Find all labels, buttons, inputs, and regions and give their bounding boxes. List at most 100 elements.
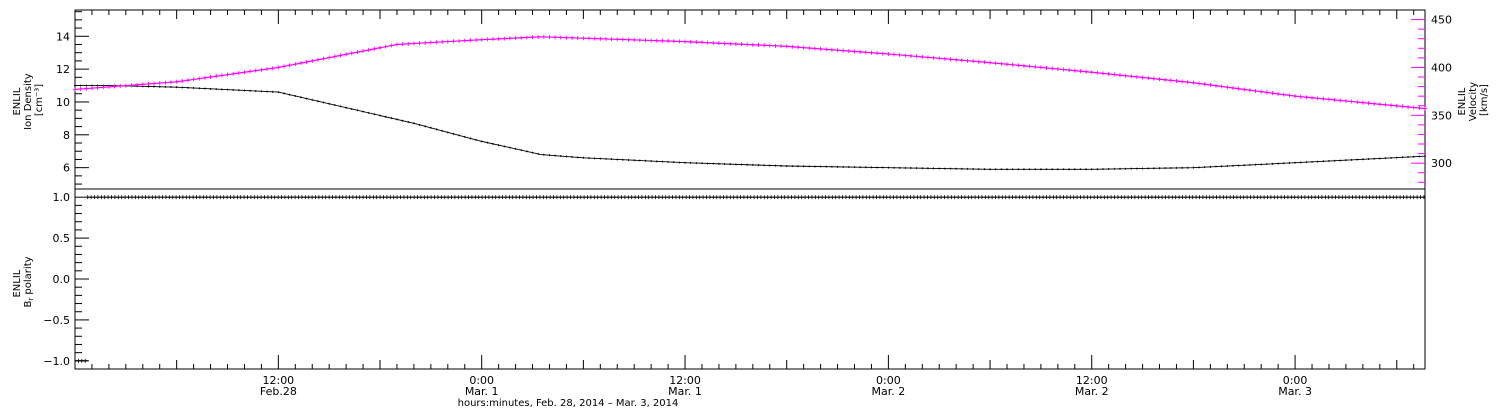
density-marker xyxy=(339,105,342,108)
density-marker xyxy=(288,93,291,96)
velocity-marker xyxy=(1067,68,1072,73)
velocity-marker xyxy=(298,61,303,66)
velocity-marker xyxy=(739,42,744,47)
density-marker xyxy=(774,164,777,167)
velocity-marker xyxy=(925,55,930,60)
velocity-axis-title-line2: Velocity xyxy=(1468,82,1479,121)
density-marker xyxy=(508,146,511,149)
density-marker xyxy=(254,90,257,93)
velocity-marker xyxy=(1394,103,1399,108)
density-marker xyxy=(260,90,263,93)
velocity-marker xyxy=(101,85,106,90)
velocity-marker xyxy=(519,35,524,40)
velocity-marker xyxy=(281,64,286,69)
density-marker xyxy=(723,163,726,166)
velocity-marker xyxy=(1106,71,1111,76)
density-marker xyxy=(491,142,494,145)
density-marker xyxy=(226,88,229,91)
density-tick-label: 14 xyxy=(56,30,70,43)
density-marker xyxy=(1407,156,1410,159)
velocity-marker xyxy=(722,41,727,46)
velocity-marker xyxy=(1411,105,1416,110)
density-axis-title-line2: Ion Density xyxy=(23,73,34,130)
density-marker xyxy=(955,167,958,170)
velocity-marker xyxy=(1157,77,1162,82)
velocity-marker xyxy=(383,44,388,49)
density-marker xyxy=(610,158,613,161)
density-marker xyxy=(237,89,240,92)
density-marker xyxy=(1164,167,1167,170)
density-marker xyxy=(870,166,873,169)
density-marker xyxy=(700,162,703,165)
velocity-marker xyxy=(265,67,270,72)
polarity-tick-label: 1.0 xyxy=(53,191,71,204)
time-tick-date: Mar. 1 xyxy=(465,385,499,398)
density-marker xyxy=(266,90,269,93)
density-marker xyxy=(650,160,653,163)
density-marker xyxy=(1141,167,1144,170)
density-marker xyxy=(531,151,534,154)
density-marker xyxy=(192,87,195,90)
velocity-tick-label: 350 xyxy=(1431,109,1452,122)
velocity-marker xyxy=(253,68,258,73)
velocity-marker xyxy=(135,82,140,87)
velocity-marker xyxy=(389,43,394,48)
density-marker xyxy=(1311,160,1314,163)
velocity-marker xyxy=(496,36,501,41)
velocity-marker xyxy=(1202,82,1207,87)
density-marker xyxy=(1395,156,1398,159)
density-marker xyxy=(407,121,410,124)
density-marker xyxy=(571,155,574,158)
velocity-marker xyxy=(1021,63,1026,68)
density-marker xyxy=(294,95,297,98)
density-marker xyxy=(802,165,805,168)
velocity-marker xyxy=(231,71,236,76)
velocity-marker xyxy=(287,63,292,68)
density-marker xyxy=(616,158,619,161)
velocity-marker xyxy=(745,42,750,47)
time-tick-label: 0:00 xyxy=(876,374,901,387)
velocity-marker xyxy=(1072,68,1077,73)
velocity-marker xyxy=(361,49,366,54)
velocity-marker xyxy=(163,80,168,85)
density-marker xyxy=(904,166,907,169)
density-marker xyxy=(1158,167,1161,170)
density-marker xyxy=(1220,165,1223,168)
velocity-marker xyxy=(276,65,281,70)
velocity-marker xyxy=(1281,92,1286,97)
velocity-marker xyxy=(807,46,812,51)
velocity-marker xyxy=(1321,96,1326,101)
velocity-marker xyxy=(185,78,190,83)
density-marker xyxy=(627,158,630,161)
velocity-marker xyxy=(626,37,631,42)
density-marker xyxy=(1073,168,1076,171)
density-marker xyxy=(909,167,912,170)
velocity-marker xyxy=(1055,67,1060,72)
density-marker xyxy=(333,104,336,107)
density-marker xyxy=(938,167,941,170)
velocity-marker xyxy=(219,73,224,78)
density-axis-title-line1: ENLIL xyxy=(12,87,23,115)
density-marker xyxy=(1209,165,1212,168)
density-marker xyxy=(1203,166,1206,169)
density-markers xyxy=(74,84,1426,171)
velocity-marker xyxy=(1095,70,1100,75)
velocity-marker xyxy=(942,56,947,61)
time-axis-title: hours:minutes, Feb. 28, 2014 – Mar. 3, 2… xyxy=(458,398,679,409)
velocity-marker xyxy=(1134,74,1139,79)
velocity-marker xyxy=(208,75,213,80)
velocity-marker xyxy=(214,74,219,79)
density-marker xyxy=(1186,166,1189,169)
density-marker xyxy=(1079,168,1082,171)
velocity-marker xyxy=(1343,99,1348,104)
velocity-marker xyxy=(270,66,275,71)
density-marker xyxy=(763,164,766,167)
velocity-marker xyxy=(1349,99,1354,104)
density-marker xyxy=(621,158,624,161)
series-layer xyxy=(73,34,1427,363)
density-marker xyxy=(1198,166,1201,169)
velocity-marker xyxy=(609,37,614,42)
density-marker xyxy=(282,92,285,95)
bottom-panel-frame xyxy=(74,188,1426,370)
